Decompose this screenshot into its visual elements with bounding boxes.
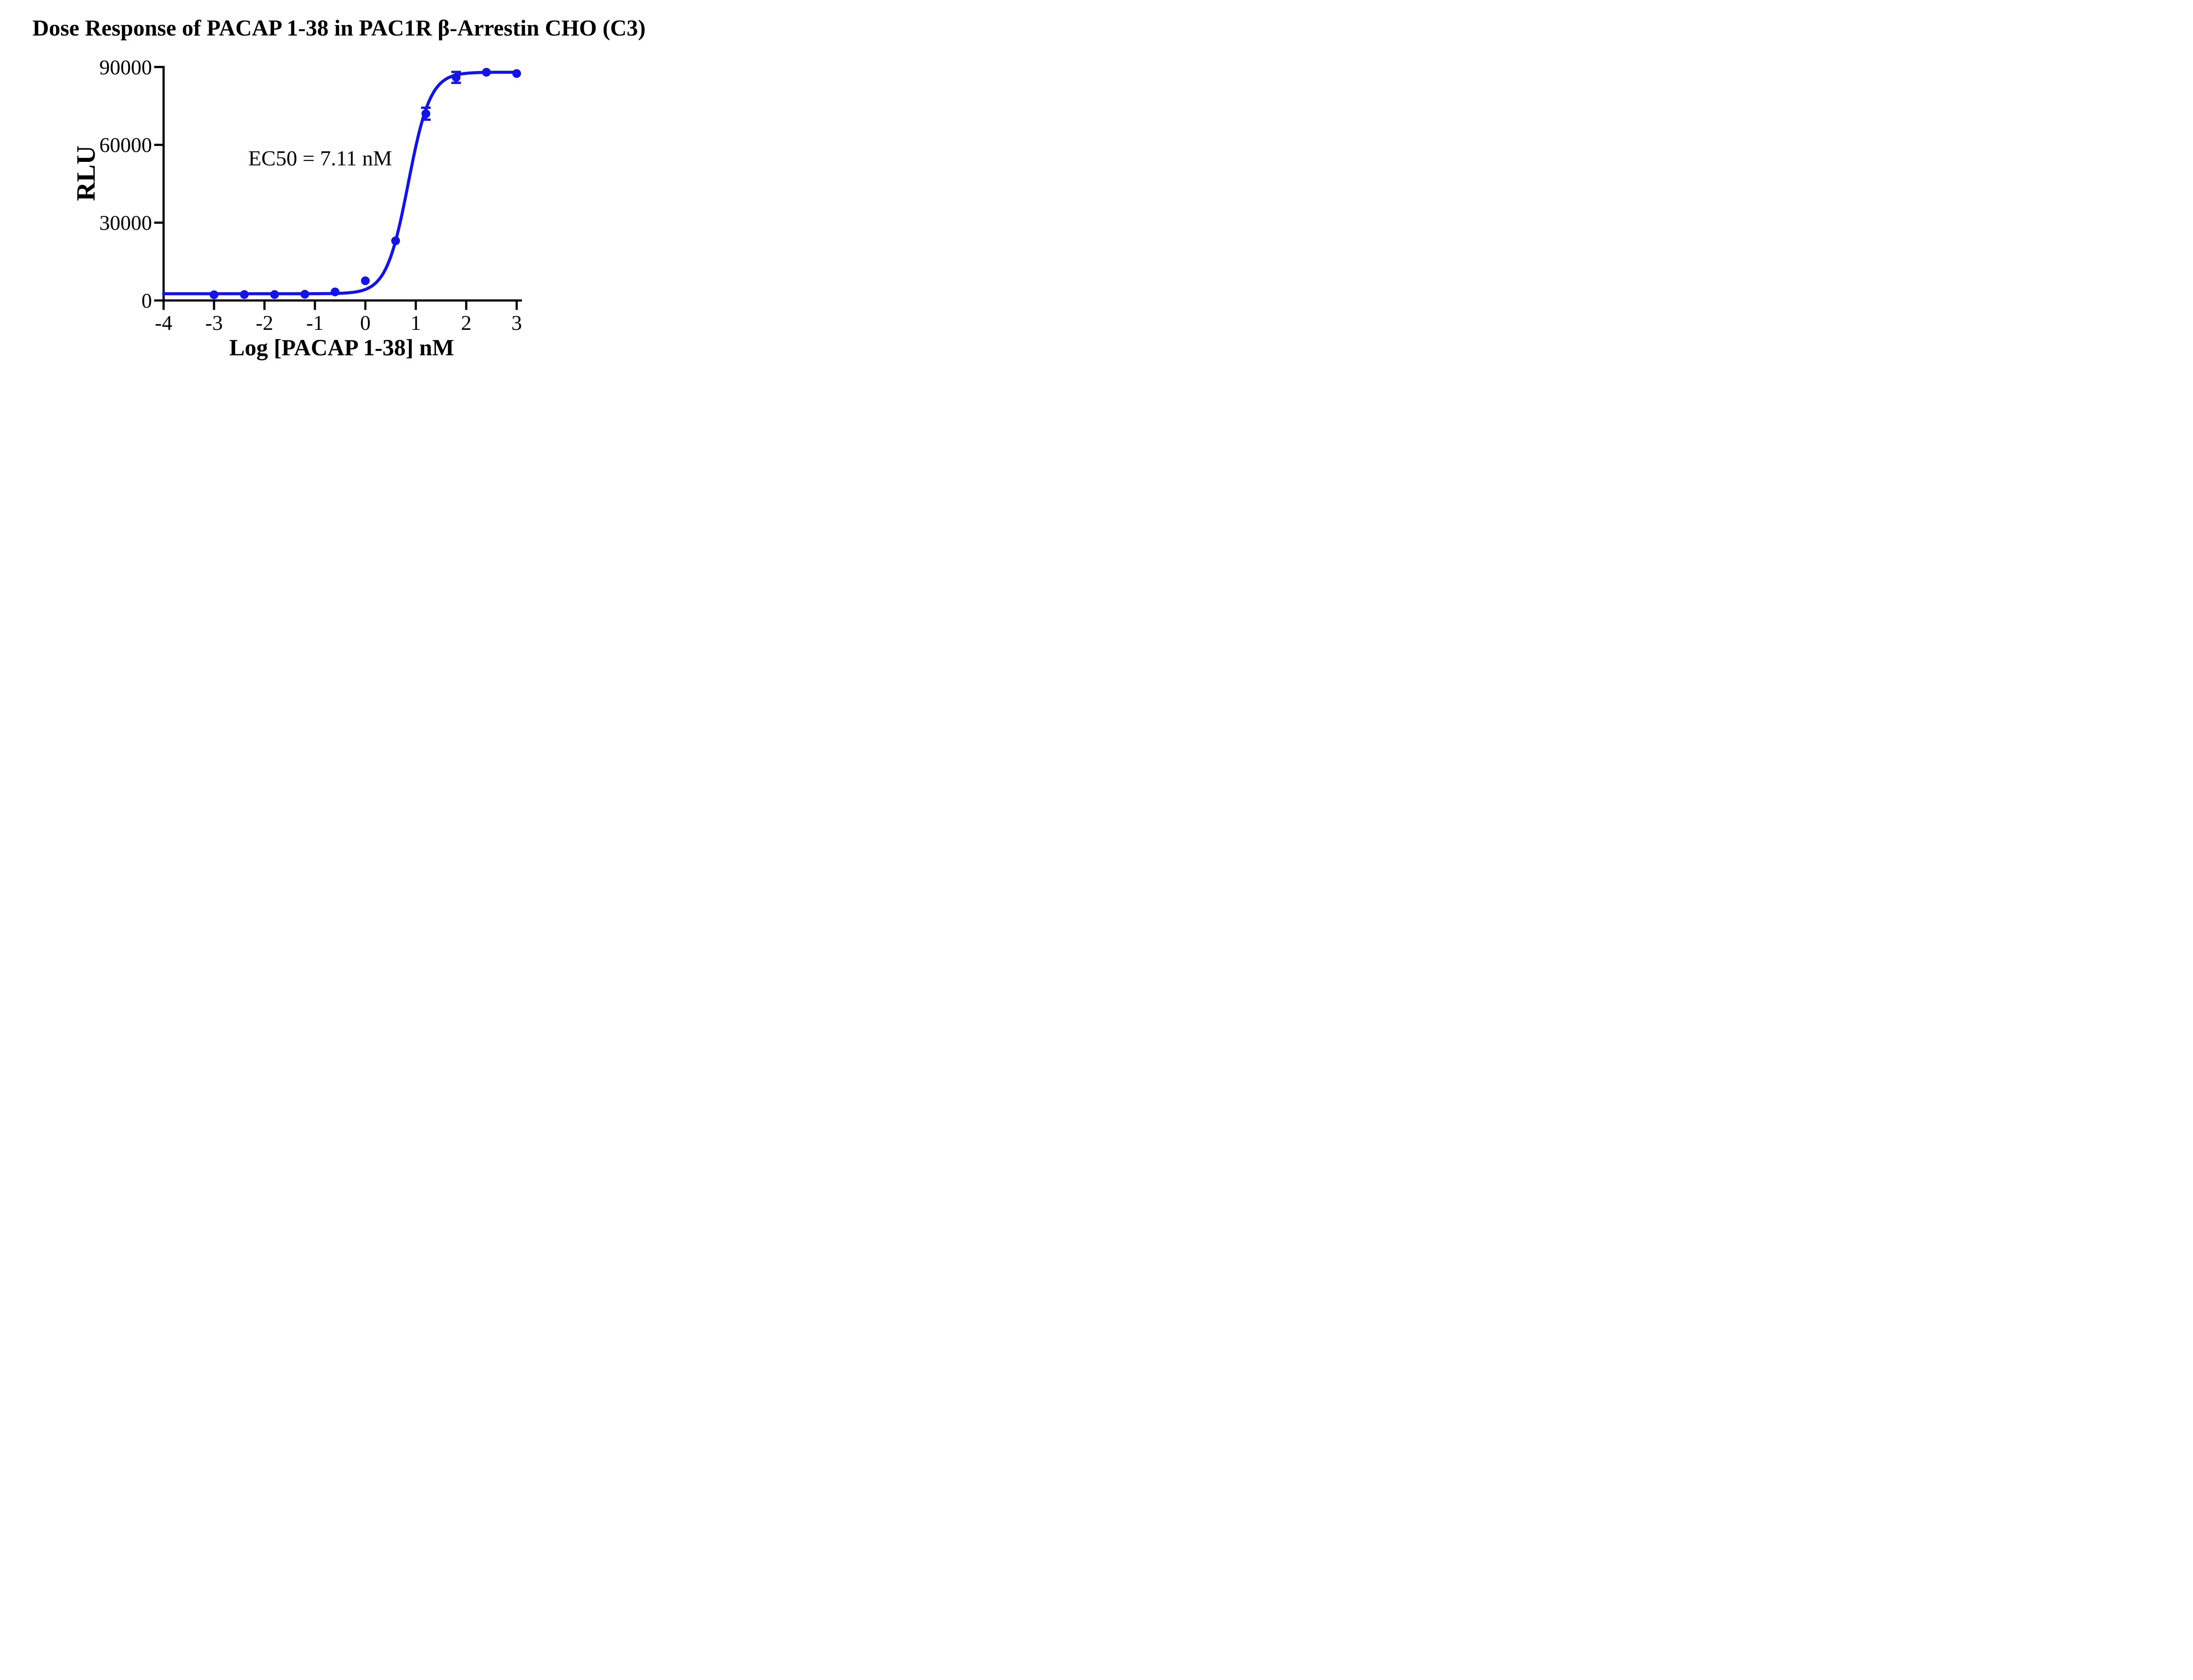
data-point (361, 276, 370, 286)
data-point (300, 290, 309, 299)
x-axis-title: Log [PACAP 1-38] nM (229, 335, 454, 361)
chart-title: Dose Response of PACAP 1-38 in PAC1R β-A… (32, 16, 646, 41)
data-point (331, 287, 339, 297)
x-tick-label: 0 (360, 311, 371, 335)
y-tick-label: 60000 (100, 134, 152, 157)
x-tick-label: -3 (205, 311, 223, 335)
data-point (210, 290, 218, 299)
data-point (240, 290, 249, 299)
y-tick-label: 0 (142, 290, 152, 313)
x-tick-label: -1 (306, 311, 324, 335)
data-point (391, 236, 400, 245)
dose-response-chart: 0 30000 60000 90000 -4 -3 -2 -1 0 1 2 3 (100, 56, 522, 335)
data-point (482, 68, 491, 77)
x-tick-label: 3 (511, 311, 522, 335)
data-point (452, 73, 461, 82)
fit-curve (162, 71, 518, 296)
y-tick-label: 90000 (100, 56, 152, 79)
y-axis-title: RLU (71, 145, 100, 201)
x-tick-label: 1 (411, 311, 421, 335)
x-tick-label: 2 (461, 311, 471, 335)
x-tick-label: -4 (155, 311, 172, 335)
ec50-annotation: EC50 = 7.11 nM (248, 146, 392, 170)
y-tick-label: 30000 (100, 211, 152, 235)
x-tick-label: -2 (256, 311, 273, 335)
data-point (421, 109, 430, 118)
data-point (270, 290, 279, 299)
data-point (512, 69, 521, 78)
